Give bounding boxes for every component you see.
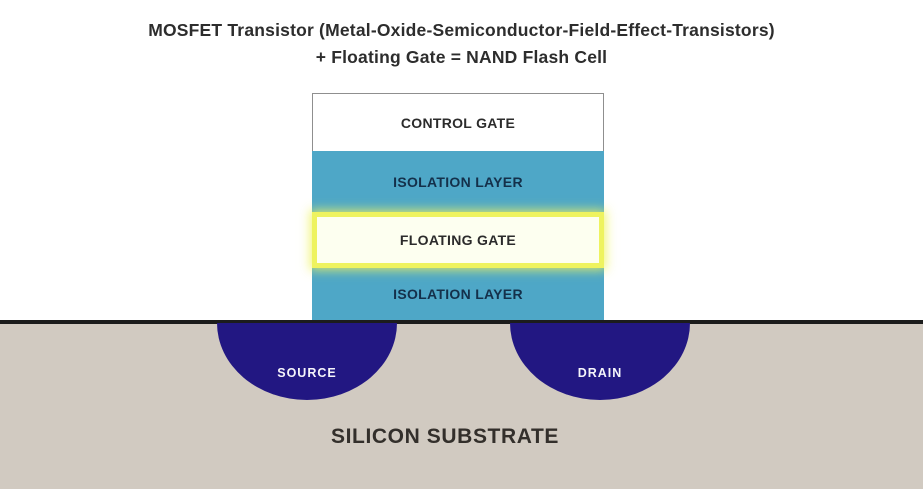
- floating-gate-label: FLOATING GATE: [399, 232, 517, 248]
- isolation-layer-bottom: ISOLATION LAYER: [312, 268, 604, 320]
- substrate-label: SILICON SUBSTRATE: [331, 425, 559, 448]
- control-gate-layer: CONTROL GATE: [312, 93, 604, 151]
- gate-stack: CONTROL GATE ISOLATION LAYER FLOATING GA…: [312, 93, 604, 320]
- diagram-title: MOSFET Transistor (Metal-Oxide-Semicondu…: [0, 17, 923, 71]
- drain-label: DRAIN: [577, 365, 623, 380]
- title-line-1: MOSFET Transistor (Metal-Oxide-Semicondu…: [148, 20, 775, 40]
- isolation-layer-top: ISOLATION LAYER: [312, 151, 604, 212]
- silicon-substrate: SOURCE DRAIN SILICON SUBSTRATE: [0, 323, 923, 489]
- source-label: SOURCE: [277, 365, 337, 380]
- source-region: SOURCE: [217, 323, 397, 400]
- title-line-2: + Floating Gate = NAND Flash Cell: [315, 47, 608, 67]
- control-gate-label: CONTROL GATE: [400, 114, 516, 131]
- drain-region: DRAIN: [510, 323, 690, 400]
- floating-gate-layer: FLOATING GATE: [312, 212, 604, 268]
- isolation-layer-top-label: ISOLATION LAYER: [393, 173, 523, 190]
- silicon-surface-line: [0, 320, 923, 324]
- isolation-layer-bottom-label: ISOLATION LAYER: [393, 286, 523, 302]
